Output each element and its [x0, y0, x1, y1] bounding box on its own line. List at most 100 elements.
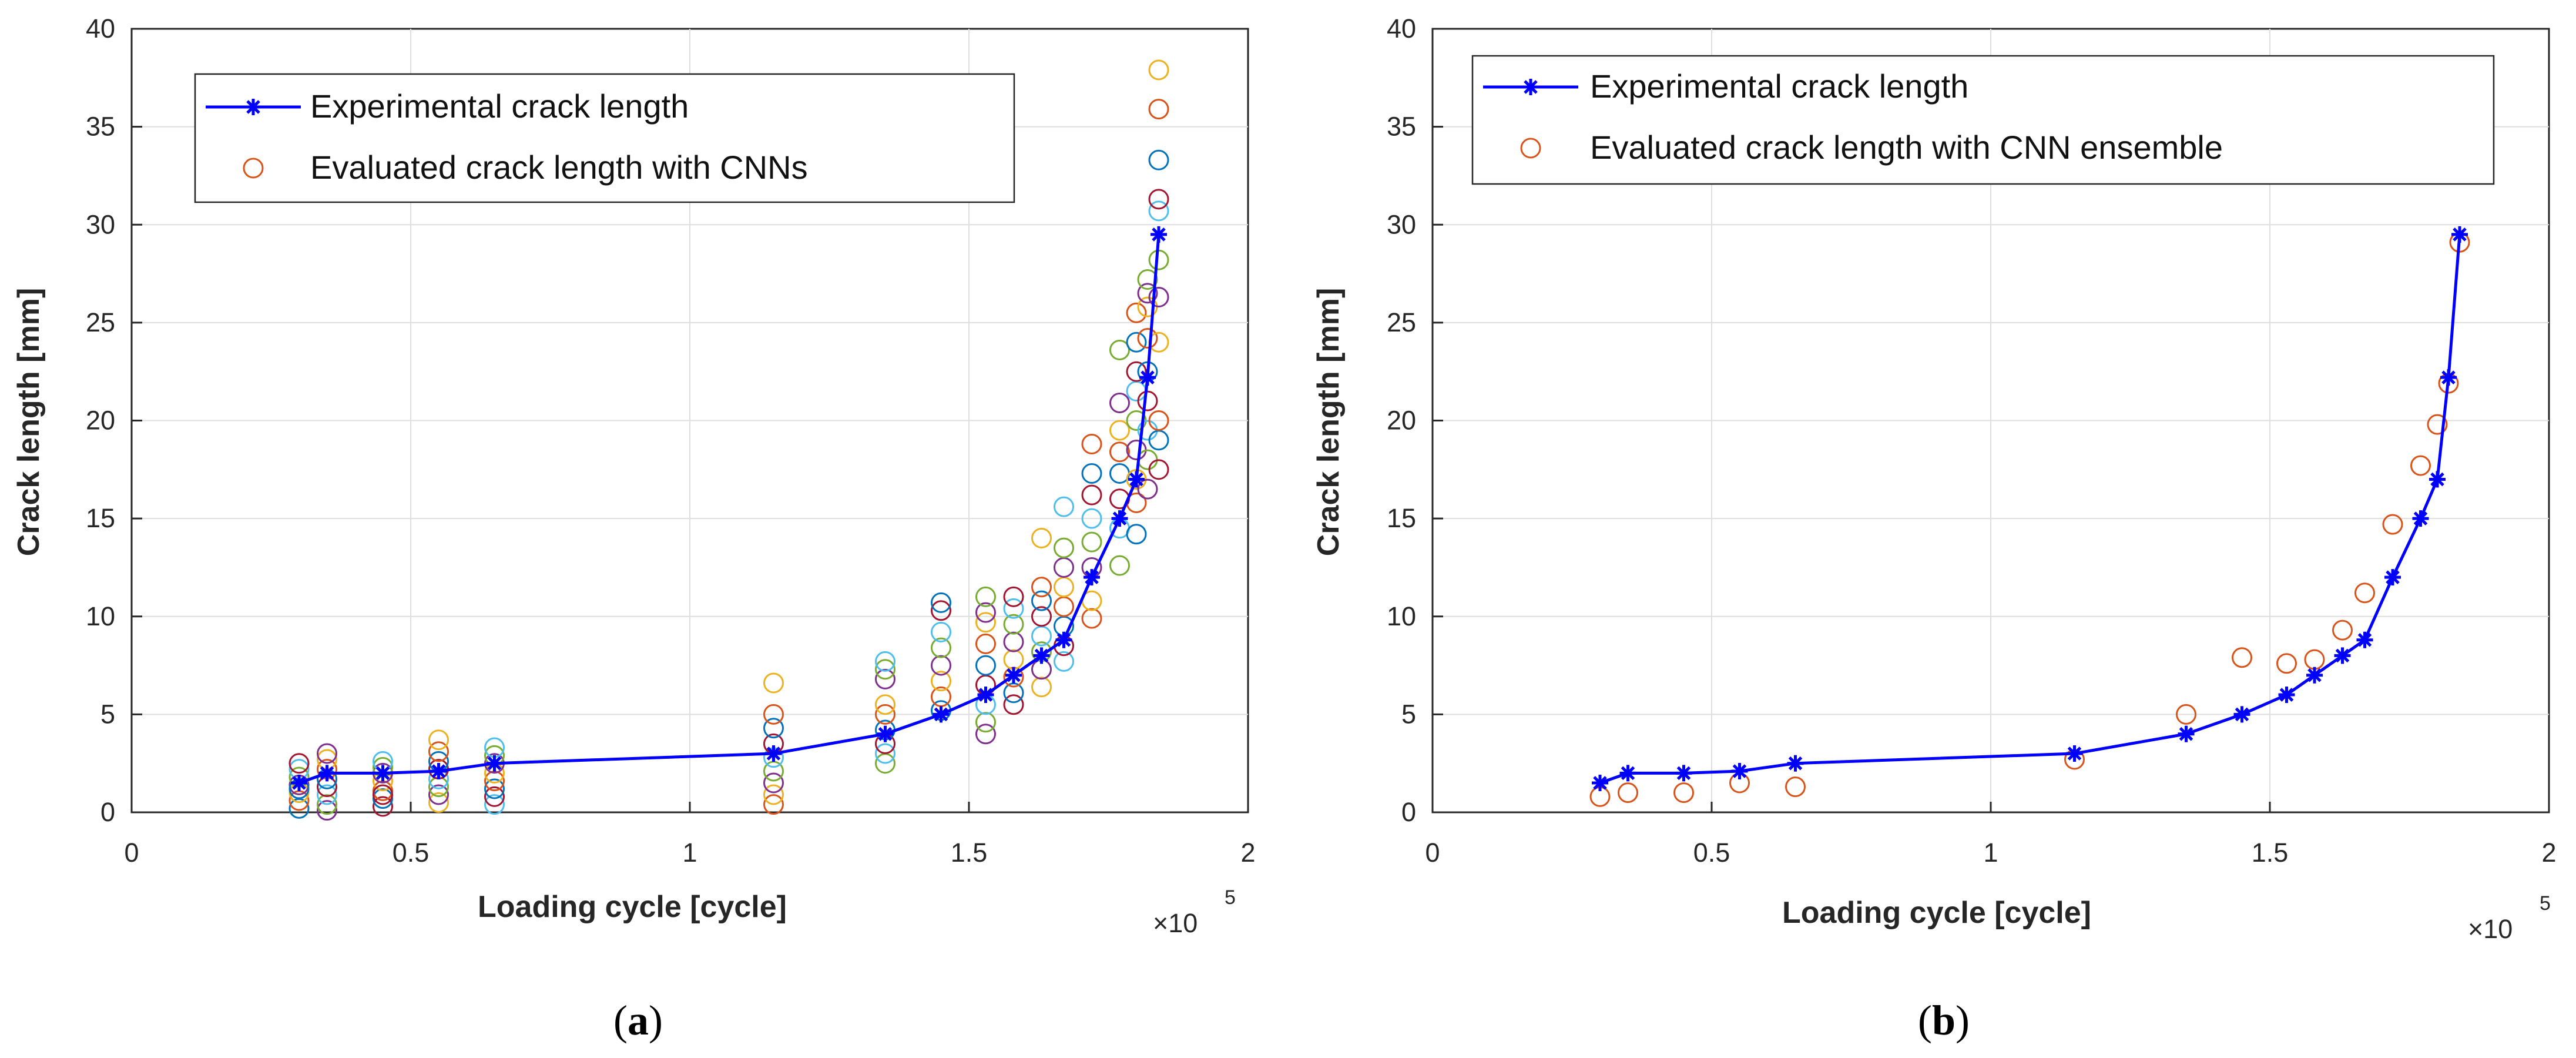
cnn-point-a	[1031, 677, 1052, 698]
y-tick-label-b: 0	[1401, 797, 1416, 827]
x-exponent-power-b: 5	[2540, 892, 2551, 915]
experimental-point-b	[1619, 765, 1636, 782]
cnn-point-a	[931, 600, 951, 621]
y-axis-label-a: Crack length [mm]	[12, 288, 46, 557]
cnn-point-a	[931, 592, 951, 613]
cnn-point-a	[763, 794, 784, 815]
experimental-point-a	[1151, 226, 1167, 243]
cnn-point-a	[763, 718, 784, 739]
cnn-point-a	[428, 792, 449, 813]
legend-circle-icon-b	[1520, 138, 1541, 159]
cnn-point-a	[428, 729, 449, 751]
cnn-point-a	[1148, 59, 1169, 81]
ensemble-point-b	[2276, 653, 2297, 674]
experimental-point-a	[430, 763, 447, 780]
experimental-point-b	[2334, 647, 2351, 664]
cnn-point-a	[1126, 302, 1147, 323]
cnn-point-a	[317, 743, 337, 764]
cnn-point-a	[428, 784, 449, 805]
cnn-point-a	[1109, 420, 1130, 441]
ensemble-point-b	[2354, 582, 2375, 604]
cnn-point-a	[1137, 269, 1158, 290]
cnn-point-a	[373, 796, 393, 817]
y-tick-label-a: 15	[86, 503, 115, 533]
cnn-point-a	[317, 794, 337, 815]
y-tick-label-a: 0	[100, 797, 115, 827]
y-tick-label-a: 5	[100, 699, 115, 729]
caption-a: (a)	[613, 997, 663, 1044]
y-tick-label-b: 40	[1387, 14, 1416, 43]
cnn-point-a	[1081, 508, 1102, 529]
ensemble-point-b	[2332, 620, 2353, 641]
experimental-point-b	[1787, 755, 1804, 772]
cnn-point-a	[1148, 287, 1169, 308]
cnn-point-a	[1148, 99, 1169, 120]
experimental-point-a	[1033, 647, 1050, 664]
legend-label-experimental-b: Experimental crack length	[1590, 68, 1968, 105]
legend-b: Experimental crack length Evaluated crac…	[1471, 55, 2495, 185]
legend-label-experimental-a: Experimental crack length	[310, 88, 689, 125]
cnn-point-a	[1148, 189, 1169, 210]
caption-close-b: )	[1956, 997, 1970, 1044]
ensemble-point-b	[2427, 414, 2448, 435]
experimental-point-b	[2412, 510, 2429, 527]
experimental-point-b	[2066, 745, 2083, 762]
y-axis-label-b: Crack length [mm]	[1312, 288, 1346, 557]
experimental-point-a	[765, 745, 782, 762]
experimental-point-a	[877, 725, 894, 742]
x-exponent-power-a: 5	[1225, 886, 1236, 909]
cnn-point-a	[1054, 496, 1074, 517]
x-tick-label-b: 2	[2541, 838, 2556, 868]
cnn-point-a	[975, 586, 996, 607]
experimental-point-b	[2384, 569, 2401, 586]
experimental-point-b	[2429, 471, 2446, 488]
legend-circle-icon-a	[243, 158, 264, 179]
caption-letter-a: a	[628, 997, 649, 1044]
ensemble-points-b	[1589, 232, 2470, 807]
caption-b: (b)	[1918, 997, 1970, 1044]
cnn-point-a	[1031, 590, 1052, 611]
experimental-point-a	[486, 755, 503, 772]
cnn-point-a	[1126, 332, 1147, 353]
x-tick-label-a: 0	[124, 838, 139, 868]
cnn-point-a	[975, 724, 996, 745]
legend-asterisk-icon-a	[245, 99, 261, 115]
cnn-point-a	[1081, 484, 1102, 505]
experimental-point-a	[1055, 631, 1072, 648]
ensemble-point-b	[1785, 776, 1806, 798]
x-tick-label-a: 2	[1240, 838, 1255, 868]
cnn-point-a	[1081, 608, 1102, 629]
experimental-point-b	[2356, 631, 2373, 648]
experimental-point-b	[2306, 667, 2323, 684]
cnn-point-a	[1081, 433, 1102, 454]
ensemble-point-b	[2410, 455, 2431, 476]
cnn-point-a	[975, 612, 996, 633]
ensemble-point-b	[2382, 514, 2403, 535]
cnn-point-a	[763, 772, 784, 793]
cnn-point-a	[1081, 463, 1102, 484]
cnn-point-a	[1126, 361, 1147, 382]
cnn-point-a	[1109, 555, 1130, 576]
experimental-point-a	[374, 765, 391, 782]
cnn-point-a	[1137, 283, 1158, 304]
cnn-point-a	[1003, 614, 1024, 635]
y-tick-label-a: 35	[86, 112, 115, 142]
cnn-point-a	[975, 712, 996, 733]
ensemble-point-b	[1673, 782, 1694, 803]
x-tick-label-a: 1	[682, 838, 697, 868]
y-tick-label-a: 10	[86, 601, 115, 631]
legend-a: Experimental crack length Evaluated crac…	[194, 73, 1015, 203]
x-tick-label-b: 1.5	[2252, 838, 2289, 868]
x-tick-label-b: 1	[1983, 838, 1998, 868]
y-tick-label-a: 40	[86, 14, 115, 43]
x-ticks-b: 0 0.5 1 1.5 2	[1425, 802, 2557, 868]
cnn-point-a	[373, 784, 393, 805]
cnn-point-a	[763, 672, 784, 694]
legend-label-cnn-a: Evaluated crack length with CNNs	[310, 149, 808, 186]
cnn-point-a	[484, 794, 505, 815]
y-tick-label-b: 30	[1387, 209, 1416, 239]
cnn-point-a	[875, 694, 895, 715]
experimental-point-b	[2451, 226, 2468, 243]
cnn-point-a	[1003, 631, 1024, 652]
legend-box-a	[194, 73, 1015, 203]
